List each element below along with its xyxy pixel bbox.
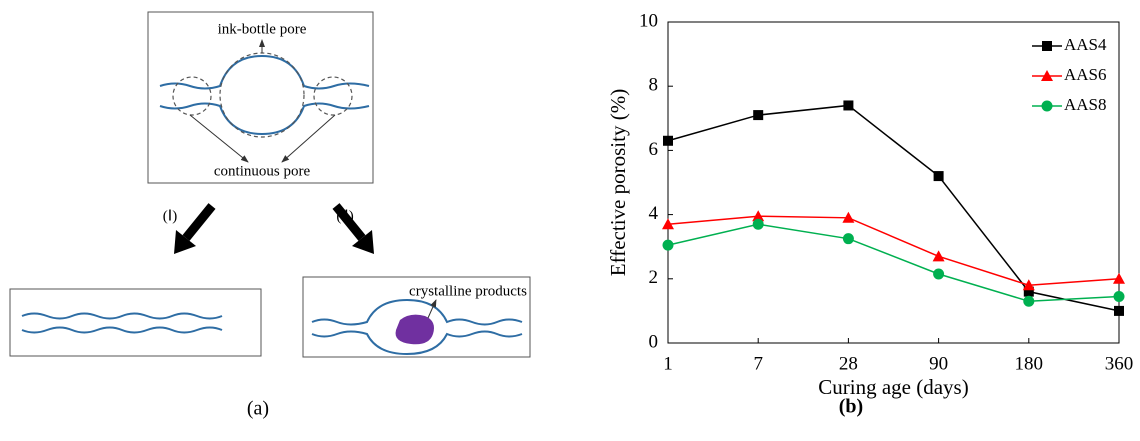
marker xyxy=(752,218,764,230)
panel-label: (b) xyxy=(839,396,863,418)
result-box xyxy=(302,276,531,358)
pointer xyxy=(427,299,437,319)
series-line xyxy=(667,223,1120,303)
marker xyxy=(1114,305,1124,316)
marker xyxy=(1023,286,1034,297)
legend: AAS4 AAS6 AAS8 xyxy=(1032,35,1107,114)
x-tick-label: 28 xyxy=(839,353,858,374)
marker xyxy=(753,110,764,121)
pore-wall-top xyxy=(159,54,370,90)
y-tick-label: 10 xyxy=(639,10,658,31)
marker xyxy=(1113,272,1125,284)
marker xyxy=(933,268,945,280)
legend-label: AAS6 xyxy=(1064,65,1107,84)
y-tick-label: 8 xyxy=(649,75,659,96)
marker xyxy=(1041,70,1053,81)
marker xyxy=(842,233,854,245)
pore-wall xyxy=(21,312,223,320)
path-label: (Ⅱ) xyxy=(336,208,353,224)
plot-frame xyxy=(667,21,1120,344)
marker xyxy=(843,100,854,111)
legend-label: AAS4 xyxy=(1064,35,1107,54)
pointer xyxy=(281,114,336,163)
marker xyxy=(662,239,674,251)
pore-box xyxy=(147,11,374,184)
panel-label: (a) xyxy=(247,398,269,420)
path-label: (Ⅰ) xyxy=(163,208,177,224)
x-tick-label: 360 xyxy=(1105,353,1134,374)
throat-circle xyxy=(172,76,212,116)
x-axis-label: Curing age (days) xyxy=(818,375,968,399)
y-tick-label: 0 xyxy=(649,331,659,352)
marker xyxy=(1113,290,1125,302)
y-tick-label: 6 xyxy=(649,139,659,160)
marker xyxy=(842,211,855,223)
series-line xyxy=(667,104,1120,312)
x-tick-label: 1 xyxy=(663,353,673,374)
pore-wall-bottom xyxy=(159,102,370,136)
diagram: ink-bottle pore continuous pore (Ⅰ) (Ⅱ) … xyxy=(9,11,531,420)
crystal xyxy=(395,314,434,345)
marker xyxy=(752,210,765,222)
arrow-head xyxy=(174,230,196,254)
marker xyxy=(933,171,944,182)
arrow xyxy=(332,203,366,241)
continuous-label: continuous pore xyxy=(214,163,311,179)
legend-label: AAS8 xyxy=(1064,95,1107,114)
marker xyxy=(662,218,674,230)
marker xyxy=(663,135,673,146)
result-box xyxy=(9,288,262,357)
product-label: crystalline products xyxy=(409,283,527,299)
x-tick-label: 90 xyxy=(929,353,948,374)
x-tick-label: 180 xyxy=(1015,353,1044,374)
marker xyxy=(1023,295,1035,307)
marker xyxy=(1022,279,1035,291)
pointer xyxy=(189,114,249,163)
y-tick-label: 4 xyxy=(649,203,659,224)
series-line xyxy=(667,215,1120,286)
arrow xyxy=(182,203,216,241)
arrow-head xyxy=(352,230,374,254)
marker xyxy=(1042,41,1052,51)
throat-circle xyxy=(313,76,353,116)
x-tick-label: 7 xyxy=(753,353,763,374)
marker xyxy=(1041,100,1053,112)
chart: 0 2 4 6 8 10 1 7 28 90 180 360 Curing age (days) Effe… xyxy=(606,10,1133,417)
marker xyxy=(932,250,945,262)
y-axis-label: Effective porosity (%) xyxy=(606,89,630,276)
y-tick-label: 2 xyxy=(649,267,659,288)
pore-wall xyxy=(21,326,223,334)
pore-wall xyxy=(311,330,523,356)
ink-bottle-label: ink-bottle pore xyxy=(218,21,307,37)
